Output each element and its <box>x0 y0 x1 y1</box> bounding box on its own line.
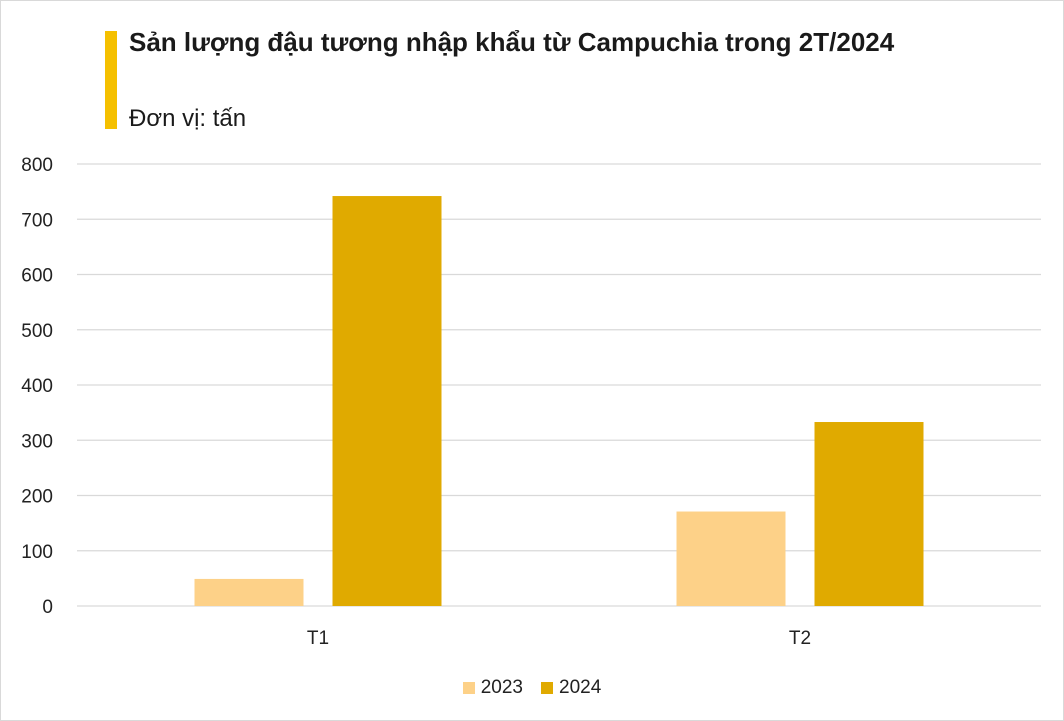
legend: 2023 2024 <box>1 677 1063 699</box>
chart-title: Sản lượng đậu tương nhập khẩu từ Campuch… <box>129 27 895 57</box>
y-tick-label: 400 <box>21 376 53 397</box>
bar-2023-T1 <box>194 578 304 606</box>
y-tick-label: 300 <box>21 431 53 452</box>
bar-2024-T2 <box>814 422 924 606</box>
legend-label: 2023 <box>480 677 523 698</box>
y-tick-label: 0 <box>42 597 53 618</box>
y-tick-label: 500 <box>21 321 53 342</box>
y-tick-label: 200 <box>21 487 53 508</box>
legend-item-2024: 2024 <box>541 677 601 699</box>
y-tick-label: 800 <box>21 155 53 176</box>
legend-swatch <box>541 681 553 694</box>
chart-subtitle: Đơn vị: tấn <box>129 105 247 132</box>
y-tick-label: 600 <box>21 266 53 287</box>
x-tick-label: T1 <box>307 628 329 649</box>
legend-label: 2024 <box>559 677 602 698</box>
bar-2024-T1 <box>332 196 442 607</box>
y-tick-label: 700 <box>21 210 53 231</box>
legend-swatch <box>462 681 475 694</box>
bar-2023-T2 <box>676 511 786 606</box>
title-accent-bar <box>105 31 117 129</box>
y-tick-label: 100 <box>21 542 53 563</box>
legend-item-2023: 2023 <box>462 677 523 699</box>
x-tick-label: T2 <box>789 628 811 649</box>
